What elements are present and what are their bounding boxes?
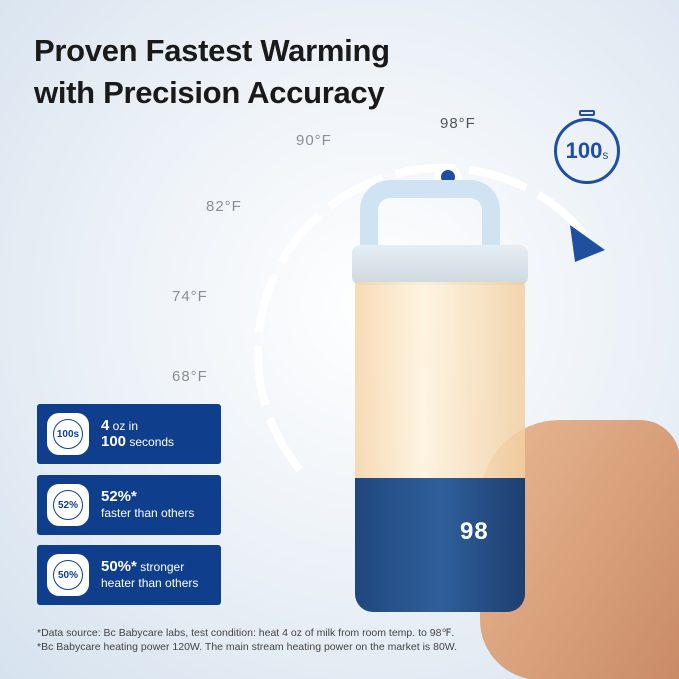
feature-text: stronger <box>136 560 185 574</box>
timer-value: 100 <box>565 138 603 163</box>
thermometer-icon: 50% <box>47 554 89 596</box>
footnotes: *Data source: Bc Babycare labs, test con… <box>37 626 457 654</box>
feature-text-block: 52%* faster than others <box>101 489 194 521</box>
headline: Proven Fastest Warming with Precision Acc… <box>34 30 390 114</box>
feature-text: heater than others <box>101 576 199 590</box>
temp-68: 68°F <box>172 368 208 385</box>
bottle-lid <box>352 245 528 285</box>
stopwatch-icon: 100s <box>47 413 89 455</box>
icon-text: 100s <box>53 419 83 449</box>
feature-bold: 50%* <box>101 558 137 575</box>
icon-text: 52% <box>53 490 83 520</box>
temp-98: 98°F <box>440 115 476 132</box>
bottle-base <box>355 478 525 612</box>
feature-bold: 52%* <box>101 488 137 505</box>
feature-text-block: 50%* stronger heater than others <box>101 559 198 591</box>
temp-74: 74°F <box>172 288 208 305</box>
timer-badge: 100 s <box>554 118 620 184</box>
temp-82: 82°F <box>206 198 242 215</box>
temp-90: 90°F <box>296 132 332 149</box>
arrow-head-icon <box>570 225 605 262</box>
icon-text: 50% <box>53 560 83 590</box>
feature-text-block: 4 oz in 100 seconds <box>101 418 174 450</box>
arc-path <box>253 163 589 473</box>
feature-text: faster than others <box>101 506 195 520</box>
feature-card-faster: 52% 52%* faster than others <box>37 475 221 535</box>
headline-line-1: Proven Fastest Warming <box>34 33 390 68</box>
stopwatch-icon <box>579 110 595 116</box>
footnote: *Bc Babycare heating power 120W. The mai… <box>37 641 458 653</box>
footnote: *Data source: Bc Babycare labs, test con… <box>37 627 455 639</box>
feature-bold: 100 <box>101 433 127 450</box>
feature-bold: 4 <box>101 417 110 434</box>
bottle-handle <box>360 180 500 265</box>
feature-card-speed: 100s 4 oz in 100 seconds <box>37 404 221 464</box>
bottle-glass <box>355 282 525 482</box>
speed-arrow-icon: 52% <box>47 484 89 526</box>
feature-card-heater: 50% 50%* stronger heater than others <box>37 545 221 605</box>
device-display: 98 <box>460 518 489 545</box>
timer-unit: s <box>602 148 609 162</box>
headline-line-2: with Precision Accuracy <box>34 75 385 110</box>
feature-text: oz in <box>109 419 139 433</box>
feature-text: seconds <box>126 435 175 449</box>
